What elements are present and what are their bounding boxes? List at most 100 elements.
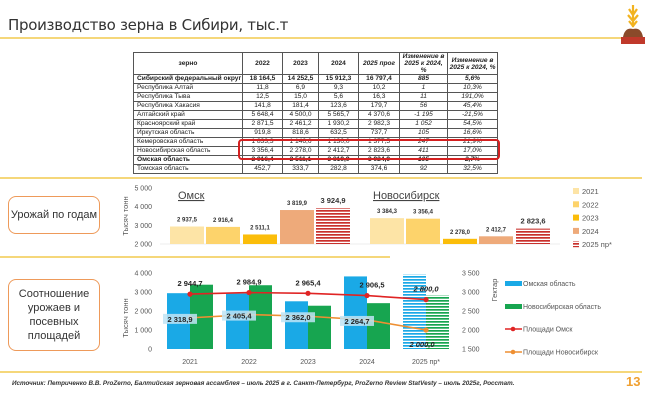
y-axis-label: Тысяч тонн [121, 196, 130, 235]
legend-label: Омская область [523, 280, 576, 288]
legend-swatch [573, 201, 579, 208]
divider [0, 371, 642, 373]
line-point [305, 290, 311, 296]
line-point [423, 297, 429, 303]
data-label: 2 412,7 [486, 227, 507, 233]
line-point [423, 327, 429, 333]
line-point [187, 291, 193, 297]
data-label: 2 000,0 [408, 340, 435, 349]
table-row: Томская область 452,7 333,7 282,8 374,6 92 32,… [133, 164, 498, 174]
data-label: 2 511,1 [250, 225, 270, 231]
y2-tick-label: 1 500 [462, 347, 480, 354]
bar [249, 285, 272, 349]
page-number: 13 [626, 374, 641, 389]
bar [479, 236, 513, 244]
legend-swatch [573, 188, 579, 194]
bar [443, 238, 477, 244]
data-label: 2 965,4 [295, 278, 321, 287]
data-label: 2 405,4 [226, 312, 252, 321]
page-title: Производство зерна в Сибири, тыс.т [8, 16, 289, 34]
legend-label: 2021 [582, 187, 599, 196]
y2-tick-label: 3 000 [462, 290, 480, 297]
y-tick-label: 3 000 [134, 223, 152, 230]
data-label: 2 318,9 [167, 315, 192, 324]
table-cell: 32,5% [447, 164, 498, 174]
bar [426, 295, 449, 349]
bar [370, 218, 404, 244]
group-title: Новосибирск [373, 190, 440, 202]
highlight-box [238, 139, 500, 160]
legend-swatch [573, 214, 579, 221]
grain-production-table: зерно 2022 2023 2024 2025 прог Изменение в 20… [133, 52, 498, 174]
y-tick-label: 4 000 [134, 204, 152, 211]
line-point [364, 292, 370, 299]
legend-label: Новосибирская область [523, 303, 601, 311]
data-label: 3 819,9 [287, 201, 308, 207]
label-background [340, 315, 374, 326]
y2-tick-label: 3 500 [462, 271, 480, 278]
y-tick-label: 5 000 [134, 186, 152, 193]
data-label: 2 362,0 [285, 313, 310, 322]
x-tick-label: 2023 [300, 359, 316, 366]
legend-label: Площади Новосибирск [523, 349, 599, 357]
y-tick-label: 0 [148, 347, 152, 354]
divider [0, 37, 642, 39]
y-tick-label: 2 000 [134, 309, 152, 316]
legend-swatch [573, 241, 579, 248]
table-row: Алтайский край 5 648,4 4 500,0 5 565,7 4 370… [133, 110, 498, 120]
y-tick-label: 2 000 [134, 242, 152, 249]
data-label: 2 278,0 [450, 230, 471, 236]
y2-tick-label: 2 500 [462, 309, 480, 316]
divider [0, 256, 390, 258]
x-tick-label: 2024 [359, 359, 375, 366]
label-background [281, 312, 315, 323]
y-tick-label: 4 000 [134, 271, 152, 278]
y-axis-label: Тысяч тонн [121, 298, 130, 337]
bar [316, 208, 350, 244]
bar [226, 293, 249, 349]
label-background [222, 310, 256, 321]
data-label: 2 800,0 [412, 285, 439, 294]
legend-swatch [505, 304, 522, 309]
data-label: 3 356,4 [413, 210, 434, 216]
bar [206, 226, 240, 244]
legend-marker [510, 326, 516, 332]
x-tick-label: 2022 [241, 359, 257, 366]
bar [367, 303, 390, 349]
x-tick-label: 2021 [182, 359, 198, 366]
legend-marker [510, 349, 516, 355]
label-background [163, 313, 197, 324]
bar [170, 226, 204, 244]
y-tick-label: 3 000 [134, 290, 152, 297]
y2-tick-label: 2 000 [462, 328, 480, 335]
legend-label: 2023 [582, 214, 599, 223]
bar [403, 274, 426, 349]
legend-label: 2025 пр* [582, 240, 612, 249]
data-label: 3 384,3 [377, 209, 398, 215]
y-tick-label: 1 000 [134, 328, 152, 335]
legend-swatch [505, 281, 522, 286]
source-footnote: Источник: Петриченко В.В. ProZerno, Балт… [12, 380, 515, 387]
legend-label: 2024 [582, 227, 599, 236]
x-tick-label: 2025 пр* [412, 359, 440, 366]
bar [280, 210, 314, 244]
harvest-label-box: Урожай по годам [8, 196, 100, 234]
legend-swatch [573, 227, 579, 234]
legend-label: 2022 [582, 200, 599, 209]
legend-label: Площади Омск [523, 327, 573, 334]
data-label: 2 944,7 [177, 279, 202, 288]
data-label: 2 264,7 [344, 317, 369, 326]
data-label: 2 916,4 [213, 218, 234, 224]
y2-axis-label: Гектар [490, 279, 499, 302]
bar [308, 305, 331, 349]
table-row: Республика Тыва 12,5 15,0 5,6 16,3 11 191,0% [133, 92, 498, 102]
ratio-label-box: Соотношение урожаев и посевных площадей [8, 279, 100, 351]
divider [0, 177, 642, 179]
bar [406, 218, 440, 244]
group-title: Омск [178, 190, 205, 202]
data-label: 2 906,5 [359, 281, 384, 290]
bar [243, 234, 277, 244]
bar [516, 228, 550, 244]
data-label: 2 823,6 [520, 217, 545, 226]
